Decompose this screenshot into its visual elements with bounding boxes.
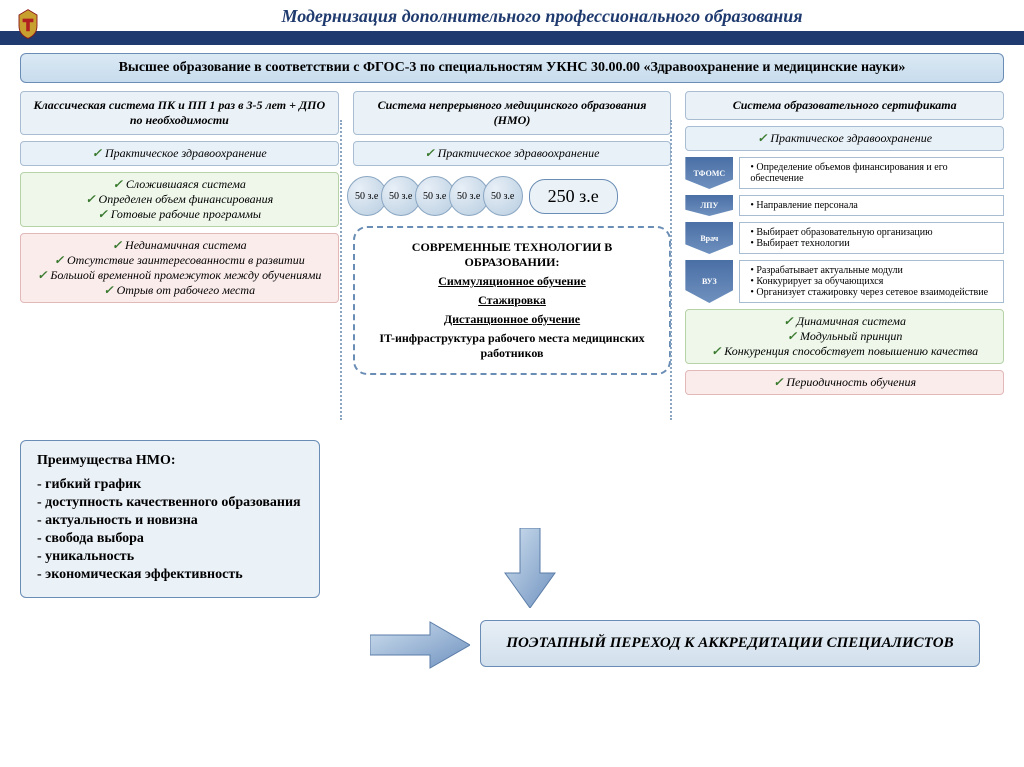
chevron-text: Направление персонала	[739, 195, 1004, 216]
chevron-text: Разрабатывает актуальные модулиКонкуриру…	[739, 260, 1004, 303]
chevron-doctor: Врач	[685, 222, 733, 254]
chevron-text: Определение объемов финансирования и его…	[739, 157, 1004, 189]
column-certificate: Система образовательного сертификата Пра…	[685, 91, 1004, 395]
column-divider-1	[340, 120, 342, 420]
advantage-item: - гибкий график	[37, 477, 303, 493]
advantages-box: Преимущества НМО: - гибкий график - дост…	[20, 440, 320, 598]
chevron-row: ЛПУ Направление персонала	[685, 195, 1004, 216]
tech-item: Дистанционное обучение	[367, 312, 658, 327]
bottom-banner: ПОЭТАПНЫЙ ПЕРЕХОД К АККРЕДИТАЦИИ СПЕЦИАЛ…	[480, 620, 980, 667]
col3-practical: Практическое здравоохранение	[685, 126, 1004, 151]
column-classic: Классическая система ПК и ПП 1 раз в 3-5…	[20, 91, 339, 395]
credits-row: 50 з.е 50 з.е 50 з.е 50 з.е 50 з.е 250 з…	[353, 176, 672, 216]
chevron-tfoms: ТФОМС	[685, 157, 733, 189]
col1-cons: Нединамичная система Отсутствие заинтере…	[20, 233, 339, 303]
header-strip	[0, 31, 1024, 45]
tech-item: IT-инфраструктура рабочего места медицин…	[367, 331, 658, 361]
chevron-vuz: ВУЗ	[685, 260, 733, 303]
col1-header: Классическая система ПК и ПП 1 раз в 3-5…	[20, 91, 339, 135]
col3-cons: Периодичность обучения	[685, 370, 1004, 395]
advantage-item: - уникальность	[37, 549, 303, 565]
title-bar: Модернизация дополнительного профессиона…	[0, 0, 1024, 31]
advantage-item: - свобода выбора	[37, 531, 303, 547]
col1-practical: Практическое здравоохранение	[20, 141, 339, 166]
credit-circle: 50 з.е	[483, 176, 523, 216]
columns-container: Классическая система ПК и ПП 1 раз в 3-5…	[0, 83, 1024, 395]
tech-heading: СОВРЕМЕННЫЕ ТЕХНОЛОГИИ В ОБРАЗОВАНИИ:	[367, 240, 658, 270]
chevron-lpu: ЛПУ	[685, 195, 733, 216]
col1-pros: Сложившаяся система Определен объем фина…	[20, 172, 339, 227]
chevron-row: ВУЗ Разрабатывает актуальные модулиКонку…	[685, 260, 1004, 303]
advantage-item: - актуальность и новизна	[37, 513, 303, 529]
col2-header: Система непрерывного медицинского образо…	[353, 91, 672, 135]
column-nmo: Система непрерывного медицинского образо…	[353, 91, 672, 395]
col2-practical: Практическое здравоохранение	[353, 141, 672, 166]
col3-header: Система образовательного сертификата	[685, 91, 1004, 120]
arrow-right-icon	[370, 620, 470, 670]
chevron-row: ТФОМС Определение объемов финансирования…	[685, 157, 1004, 189]
advantages-header: Преимущества НМО:	[37, 453, 303, 469]
advantage-item: - экономическая эффективность	[37, 567, 303, 583]
tech-item: Симмуляционное обучение	[367, 274, 658, 289]
technologies-box: СОВРЕМЕННЫЕ ТЕХНОЛОГИИ В ОБРАЗОВАНИИ: Си…	[353, 226, 672, 375]
advantage-item: - доступность качественного образования	[37, 495, 303, 511]
chevron-row: Врач Выбирает образовательную организаци…	[685, 222, 1004, 254]
emblem-icon	[10, 6, 46, 42]
credit-total: 250 з.е	[529, 179, 618, 214]
chevron-text: Выбирает образовательную организациюВыби…	[739, 222, 1004, 254]
page-title: Модернизация дополнительного профессиона…	[60, 6, 1024, 27]
arrow-down-icon	[500, 528, 560, 608]
main-banner: Высшее образование в соответствии с ФГОС…	[20, 53, 1004, 83]
column-divider-2	[670, 120, 672, 420]
tech-item: Стажировка	[367, 293, 658, 308]
col3-pros: Динамичная система Модульный принцип Кон…	[685, 309, 1004, 364]
